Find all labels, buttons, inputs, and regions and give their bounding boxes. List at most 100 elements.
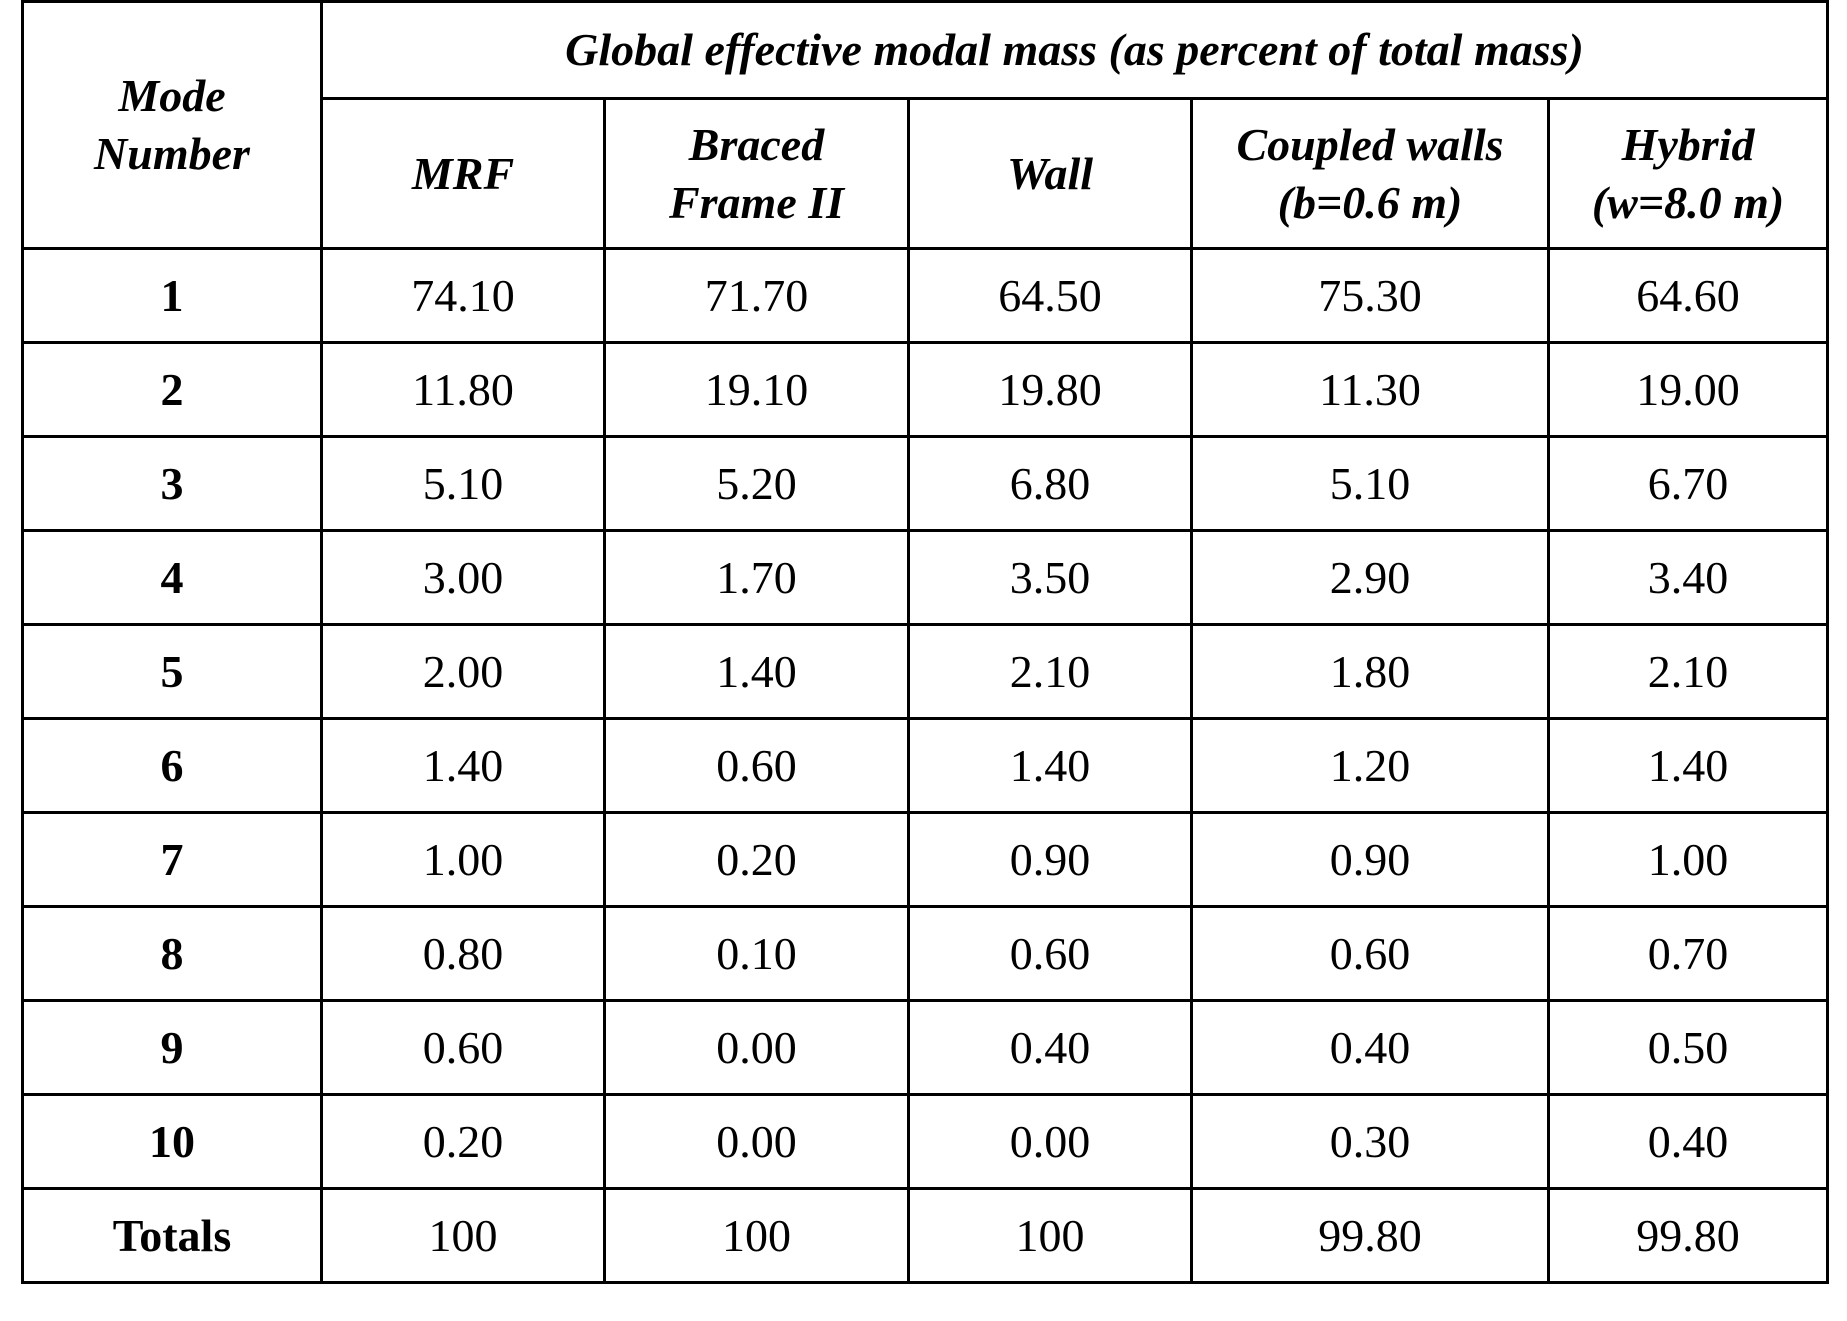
- column-header-line: (b=0.6 m): [1277, 176, 1463, 228]
- data-row: 9 0.60 0.00 0.40 0.40 0.50: [21, 999, 1830, 1096]
- column-header-line: MRF: [411, 147, 515, 199]
- cell: 64.50: [907, 247, 1193, 344]
- row-label-line: Number: [94, 128, 250, 179]
- cell: 0.00: [603, 1093, 910, 1190]
- cell: 74.10: [320, 247, 606, 344]
- mode-label: 1: [21, 247, 323, 344]
- cell: 0.90: [907, 811, 1193, 908]
- column-header: Braced Frame II: [603, 97, 910, 250]
- cell: 1.70: [603, 529, 910, 626]
- cell: 0.40: [907, 999, 1193, 1096]
- cell: 1.00: [1546, 811, 1830, 908]
- cell: 0.90: [1190, 811, 1550, 908]
- column-header: Wall: [907, 97, 1193, 250]
- mode-label: 6: [21, 717, 323, 814]
- cell: 5.10: [1190, 435, 1550, 532]
- cell: 0.70: [1546, 905, 1830, 1002]
- row-label-header: Mode Number: [21, 0, 323, 250]
- column-header: Hybrid (w=8.0 m): [1546, 97, 1830, 250]
- cell: 99.80: [1190, 1187, 1550, 1284]
- header-row: Mode Number Global effective modal mass (a…: [21, 0, 1830, 250]
- cell: 19.00: [1546, 341, 1830, 438]
- cell: 5.10: [320, 435, 606, 532]
- mode-label: 3: [21, 435, 323, 532]
- cell: 3.40: [1546, 529, 1830, 626]
- cell: 1.40: [907, 717, 1193, 814]
- data-row: 3 5.10 5.20 6.80 5.10 6.70: [21, 435, 1830, 532]
- data-row: 8 0.80 0.10 0.60 0.60 0.70: [21, 905, 1830, 1002]
- cell: 5.20: [603, 435, 910, 532]
- data-row: 6 1.40 0.60 1.40 1.20 1.40: [21, 717, 1830, 814]
- cell: 0.60: [603, 717, 910, 814]
- column-header-line: Frame II: [668, 176, 845, 228]
- cell: 11.80: [320, 341, 606, 438]
- cell: 3.00: [320, 529, 606, 626]
- modal-mass-table: Mode Number Global effective modal mass (a…: [21, 0, 1830, 1284]
- cell: 6.80: [907, 435, 1193, 532]
- cell: 1.20: [1190, 717, 1550, 814]
- cell: 11.30: [1190, 341, 1550, 438]
- cell: 100: [603, 1187, 910, 1284]
- mode-label: 4: [21, 529, 323, 626]
- cell: 75.30: [1190, 247, 1550, 344]
- cell: 3.50: [907, 529, 1193, 626]
- cell: 0.00: [907, 1093, 1193, 1190]
- cell: 2.10: [1546, 623, 1830, 720]
- cell: 64.60: [1546, 247, 1830, 344]
- data-row: 2 11.80 19.10 19.80 11.30 19.00: [21, 341, 1830, 438]
- data-row: 7 1.00 0.20 0.90 0.90 1.00: [21, 811, 1830, 908]
- cell: 0.30: [1190, 1093, 1550, 1190]
- cell: 1.40: [603, 623, 910, 720]
- cell: 1.80: [1190, 623, 1550, 720]
- data-row: 1 74.10 71.70 64.50 75.30 64.60: [21, 247, 1830, 344]
- cell: 0.60: [1190, 905, 1550, 1002]
- cell: 0.40: [1546, 1093, 1830, 1190]
- mode-label: 9: [21, 999, 323, 1096]
- cell: 0.50: [1546, 999, 1830, 1096]
- mode-label: Totals: [21, 1187, 323, 1284]
- column-header-line: (w=8.0 m): [1591, 176, 1785, 228]
- cell: 0.10: [603, 905, 910, 1002]
- column-header: Coupled walls (b=0.6 m): [1190, 97, 1550, 250]
- cell: 0.60: [320, 999, 606, 1096]
- mode-label: 8: [21, 905, 323, 1002]
- cell: 19.10: [603, 341, 910, 438]
- cell: 0.20: [603, 811, 910, 908]
- cell: 1.40: [320, 717, 606, 814]
- cell: 2.10: [907, 623, 1193, 720]
- column-header-line: Coupled walls: [1236, 118, 1504, 170]
- cell: 0.80: [320, 905, 606, 1002]
- cell: 1.00: [320, 811, 606, 908]
- group-title: Global effective modal mass (as percent …: [319, 0, 1830, 100]
- cell: 0.00: [603, 999, 910, 1096]
- mode-label: 5: [21, 623, 323, 720]
- column-header-line: Hybrid: [1621, 118, 1755, 170]
- cell: 0.40: [1190, 999, 1550, 1096]
- group-title-text: Global effective modal mass (as percent …: [565, 24, 1584, 75]
- cell: 99.80: [1546, 1187, 1830, 1284]
- cell: 0.60: [907, 905, 1193, 1002]
- column-header-line: Wall: [1006, 147, 1094, 199]
- mode-label: 10: [21, 1093, 323, 1190]
- row-label-line: Mode: [118, 70, 226, 121]
- table-body: Mode Number Global effective modal mass (a…: [21, 0, 1830, 1284]
- data-row: 4 3.00 1.70 3.50 2.90 3.40: [21, 529, 1830, 626]
- cell: 6.70: [1546, 435, 1830, 532]
- cell: 2.90: [1190, 529, 1550, 626]
- cell: 0.20: [320, 1093, 606, 1190]
- cell: 71.70: [603, 247, 910, 344]
- data-row: Totals 100 100 100 99.80 99.80: [21, 1187, 1830, 1284]
- mode-label: 7: [21, 811, 323, 908]
- column-header-row: MRF Braced Frame II Wall Coupled walls (b=0.6…: [23, 97, 1830, 250]
- cell: 1.40: [1546, 717, 1830, 814]
- data-row: 10 0.20 0.00 0.00 0.30 0.40: [21, 1093, 1830, 1190]
- cell: 100: [320, 1187, 606, 1284]
- cell: 19.80: [907, 341, 1193, 438]
- cell: 100: [907, 1187, 1193, 1284]
- column-header: MRF: [320, 97, 606, 250]
- data-row: 5 2.00 1.40 2.10 1.80 2.10: [21, 623, 1830, 720]
- column-header-line: Braced: [688, 118, 825, 170]
- cell: 2.00: [320, 623, 606, 720]
- mode-label: 2: [21, 341, 323, 438]
